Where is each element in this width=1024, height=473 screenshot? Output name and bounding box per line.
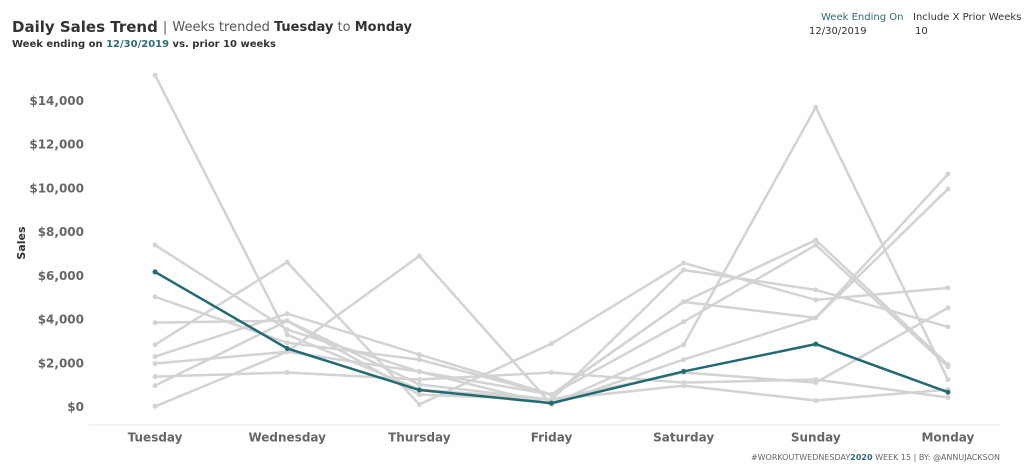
point xyxy=(416,382,422,388)
point xyxy=(813,242,819,248)
point xyxy=(416,369,422,375)
y-axis-label: Sales xyxy=(15,226,28,260)
y-tick-label: $6,000 xyxy=(38,269,84,283)
point xyxy=(152,374,158,380)
y-tick-label: $2,000 xyxy=(38,356,84,370)
point xyxy=(813,287,819,293)
point xyxy=(813,398,819,404)
point xyxy=(284,332,290,338)
point xyxy=(549,400,554,406)
trend-middle: to xyxy=(333,20,354,35)
point xyxy=(152,342,158,348)
sub-suffix: vs. prior 10 weeks xyxy=(169,39,276,50)
control-value[interactable]: 12/30/2019 xyxy=(809,26,867,37)
point xyxy=(284,259,290,265)
x-tick-label: Friday xyxy=(531,431,573,445)
point xyxy=(284,311,290,317)
point xyxy=(945,389,951,395)
y-tick-label: $4,000 xyxy=(38,313,84,327)
point xyxy=(681,368,687,374)
point xyxy=(813,297,819,303)
y-tick-label: $14,000 xyxy=(29,94,84,108)
point xyxy=(813,341,819,347)
control-value[interactable]: 10 xyxy=(915,26,928,37)
point xyxy=(813,237,819,243)
y-tick-label: $12,000 xyxy=(29,138,84,152)
point xyxy=(945,364,951,370)
point xyxy=(549,397,554,403)
point xyxy=(945,171,951,177)
point xyxy=(284,327,290,333)
point xyxy=(945,186,951,192)
point xyxy=(152,269,158,275)
footer-year: 2020 xyxy=(850,453,873,462)
point xyxy=(681,299,687,305)
point xyxy=(945,377,951,383)
x-tick-label: Thursday xyxy=(388,431,451,445)
point xyxy=(549,370,554,376)
point xyxy=(416,387,422,393)
point xyxy=(284,370,290,376)
point xyxy=(152,383,158,389)
point xyxy=(681,380,687,386)
point xyxy=(813,104,819,110)
point xyxy=(416,352,422,358)
point xyxy=(416,401,422,407)
x-tick-label: Wednesday xyxy=(248,431,326,445)
point xyxy=(549,392,554,398)
subtitle: Week ending on 12/30/2019 vs. prior 10 w… xyxy=(12,39,276,50)
point xyxy=(152,354,158,360)
footer: #WORKOUTWEDNESDAY2020 WEEK 15 | BY: @ANN… xyxy=(751,453,1000,462)
point xyxy=(681,260,687,266)
point xyxy=(945,324,951,330)
point xyxy=(152,72,158,78)
point xyxy=(284,340,290,346)
point xyxy=(681,267,687,273)
sub-date: 12/30/2019 xyxy=(106,39,169,50)
series-line xyxy=(154,260,949,406)
title: Daily Sales Trend xyxy=(12,18,158,36)
control-label: Include X Prior Weeks xyxy=(913,12,1021,23)
x-tick-label: Tuesday xyxy=(128,431,183,445)
y-tick-label: $0 xyxy=(67,400,84,414)
footer-tag: #WORKOUTWEDNESDAY xyxy=(751,453,850,462)
trend-prefix: Weeks trended xyxy=(172,20,274,35)
point xyxy=(945,305,951,311)
point xyxy=(416,253,422,259)
point xyxy=(284,318,290,324)
point xyxy=(152,403,158,409)
series-line xyxy=(154,173,949,406)
point xyxy=(416,357,422,363)
point xyxy=(152,361,158,367)
title-line: Daily Sales Trend | Weeks trended Tuesda… xyxy=(12,17,413,36)
control-label: Week Ending On xyxy=(821,12,903,23)
point xyxy=(549,341,554,347)
point xyxy=(152,294,158,300)
point xyxy=(284,345,290,351)
trend-end: Monday xyxy=(355,20,413,35)
x-tick-label: Monday xyxy=(921,431,974,445)
point xyxy=(416,392,422,398)
point xyxy=(152,320,158,326)
x-tick-label: Saturday xyxy=(653,431,714,445)
point xyxy=(416,377,422,383)
point xyxy=(945,285,951,291)
footer-rest: WEEK 15 | BY: @ANNUJACKSON xyxy=(873,453,1000,462)
y-tick-label: $10,000 xyxy=(29,181,84,195)
point xyxy=(152,242,158,248)
x-tick-label: Sunday xyxy=(791,431,841,445)
point xyxy=(813,380,819,386)
point xyxy=(945,394,951,400)
sub-prefix: Week ending on xyxy=(12,39,106,50)
point xyxy=(681,357,687,363)
trend-start: Tuesday xyxy=(274,20,334,35)
point xyxy=(681,342,687,348)
separator: | xyxy=(163,20,167,35)
point xyxy=(681,319,687,325)
point xyxy=(813,315,819,321)
y-tick-label: $8,000 xyxy=(38,225,84,239)
